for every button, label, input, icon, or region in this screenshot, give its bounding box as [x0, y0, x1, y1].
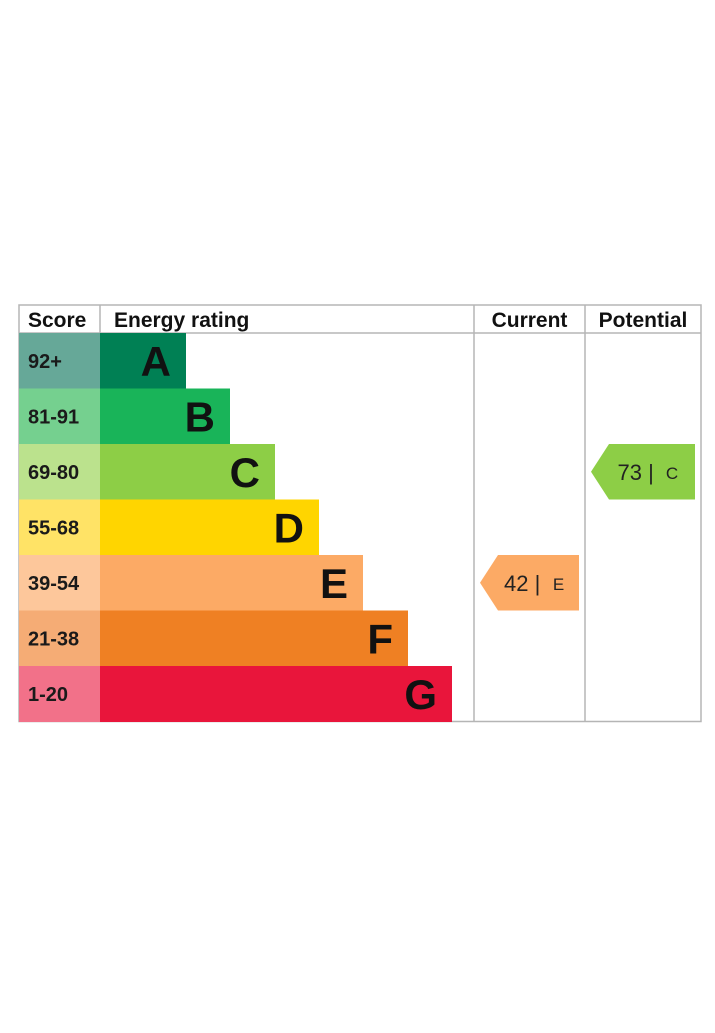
current-rating-separator: |	[535, 571, 541, 596]
current-rating-band: E	[553, 575, 564, 594]
potential-rating-arrow	[591, 444, 695, 500]
current-rating-value: 42	[504, 571, 528, 596]
rating-bar-c	[100, 444, 275, 500]
rating-bar-e	[100, 555, 363, 611]
header-energy-rating: Energy rating	[114, 309, 249, 332]
rating-bar-a	[100, 333, 186, 389]
rating-bar-b	[100, 388, 230, 445]
rating-bar-d	[100, 499, 319, 556]
score-range-e: 39-54	[28, 573, 80, 595]
score-cell-b	[19, 388, 100, 445]
rating-letter-b: B	[185, 393, 215, 440]
current-rating-arrow	[480, 555, 579, 611]
potential-rating-value: 73	[618, 460, 642, 485]
rating-letter-a: A	[141, 338, 171, 385]
rating-letter-e: E	[320, 560, 348, 607]
score-range-d: 55-68	[28, 517, 79, 539]
potential-rating-separator: |	[648, 460, 654, 485]
score-cell-d	[19, 499, 100, 556]
score-cell-e	[19, 555, 100, 611]
score-range-g: 1-20	[28, 684, 68, 706]
score-cell-f	[19, 610, 100, 667]
rating-letter-c: C	[230, 449, 260, 496]
score-cell-g	[19, 666, 100, 722]
rating-letter-f: F	[367, 615, 393, 662]
potential-rating-band: C	[666, 464, 678, 483]
header-potential: Potential	[599, 309, 688, 332]
rating-letter-d: D	[274, 504, 304, 551]
header-current: Current	[492, 309, 568, 332]
score-cell-c	[19, 444, 100, 500]
score-range-b: 81-91	[28, 406, 79, 428]
rating-bar-g	[100, 666, 452, 722]
score-range-a: 92+	[28, 351, 62, 373]
rating-bar-f	[100, 610, 408, 667]
score-cell-a	[19, 333, 100, 389]
header-score: Score	[28, 309, 86, 332]
rating-letter-g: G	[404, 671, 437, 718]
score-range-f: 21-38	[28, 628, 79, 650]
score-range-c: 69-80	[28, 462, 79, 484]
